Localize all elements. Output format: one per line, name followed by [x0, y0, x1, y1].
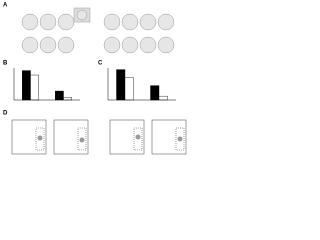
- figure: A B C D: [3, 3, 187, 155]
- facs-dots: [37, 134, 183, 143]
- bar: [63, 97, 72, 101]
- panel-label: D: [3, 111, 8, 117]
- panel-label: B: [3, 61, 8, 67]
- bar: [158, 95, 168, 101]
- panel-label: A: [3, 3, 8, 9]
- bar: [55, 90, 64, 101]
- dishes: [21, 7, 175, 54]
- bar: [124, 77, 134, 101]
- bar: [30, 74, 39, 101]
- bar: [116, 69, 126, 101]
- bar: [22, 70, 31, 101]
- bar: [150, 85, 160, 101]
- panel-label: C: [98, 61, 103, 67]
- facs-plots: [11, 119, 187, 155]
- page: A B C D (() => { const data = JSON.parse…: [0, 0, 200, 165]
